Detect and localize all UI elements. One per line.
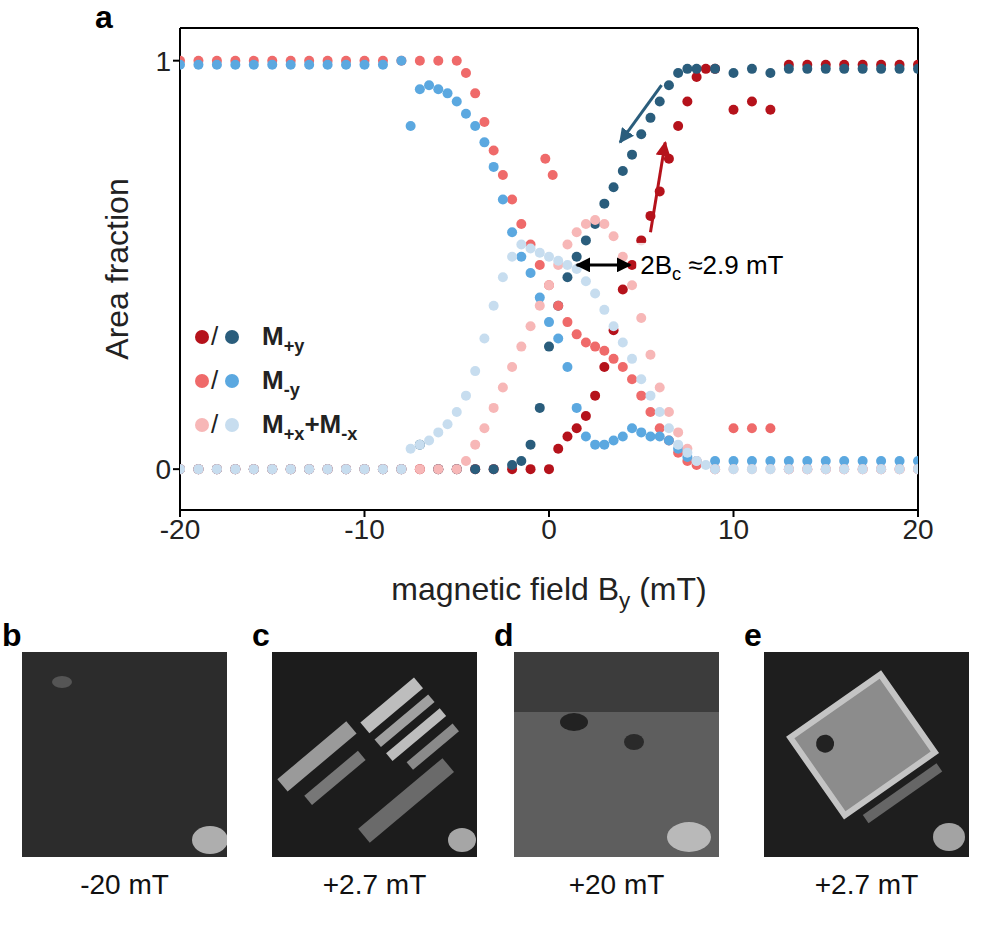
svg-text:M+y: M+y xyxy=(262,321,305,356)
html-text:+2.7 mT: +2.7 mT xyxy=(814,869,919,900)
html-text:b: b xyxy=(2,617,22,653)
svg-text:/: / xyxy=(211,365,219,395)
html-text:+2.7 mT: +2.7 mT xyxy=(322,869,427,900)
svg-text:0: 0 xyxy=(541,514,557,545)
svg-text:10: 10 xyxy=(718,514,749,545)
svg-text:20: 20 xyxy=(902,514,933,545)
svg-text:a: a xyxy=(95,0,113,35)
svg-text:2Bc ≈2.9 mT: 2Bc ≈2.9 mT xyxy=(640,250,783,285)
html-text:+20 mT: +20 mT xyxy=(568,869,665,900)
svg-text:magnetic field By (mT): magnetic field By (mT) xyxy=(391,571,706,613)
svg-text:/: / xyxy=(211,321,219,351)
svg-text:M+x+M-x: M+x+M-x xyxy=(262,409,357,444)
svg-text:-10: -10 xyxy=(344,514,384,545)
html-text:c: c xyxy=(252,617,270,653)
html-text:e: e xyxy=(744,617,762,653)
html-text:-20 mT: -20 mT xyxy=(80,869,169,900)
svg-text:/: / xyxy=(211,409,219,439)
svg-text:Area fraction: Area fraction xyxy=(99,178,135,359)
html-text:d: d xyxy=(494,617,514,653)
svg-text:M-y: M-y xyxy=(262,365,301,400)
svg-text:1: 1 xyxy=(155,46,171,77)
svg-text:0: 0 xyxy=(155,454,171,485)
svg-text:-20: -20 xyxy=(160,514,200,545)
